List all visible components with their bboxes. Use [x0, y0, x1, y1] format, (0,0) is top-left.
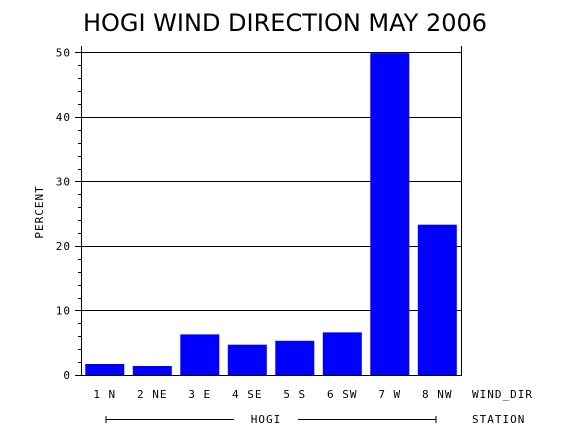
x-tick-label-1: 1 N: [93, 388, 116, 401]
bar-1: [85, 364, 125, 375]
bar-3: [180, 334, 220, 375]
y-tick-label-0: 0: [63, 369, 71, 382]
station-bracket: HOGI: [105, 413, 437, 426]
y-tick-label-3: 30: [56, 175, 71, 188]
x-tick-label-3: 3 E: [188, 388, 211, 401]
y-axis-label: PERCENT: [33, 185, 46, 238]
x-tick-label-7: 7 W: [378, 388, 401, 401]
axes: [75, 46, 462, 376]
bar-4: [227, 344, 267, 375]
y-tick-label-2: 20: [56, 240, 71, 253]
chart-title: HOGI WIND DIRECTION MAY 2006: [83, 9, 487, 37]
x-tick-label-4: 4 SE: [232, 388, 263, 401]
x-tick-label-6: 6 SW: [327, 388, 358, 401]
x-tick-label-8: 8 NW: [422, 388, 453, 401]
y-tick-label-1: 10: [56, 304, 71, 317]
x-tick-label-2: 2 NE: [137, 388, 168, 401]
bars: [85, 53, 457, 375]
x-tick-label-5: 5 S: [283, 388, 306, 401]
x-axis-label: WIND_DIR: [472, 388, 533, 401]
bar-6: [322, 332, 362, 375]
bar-2: [132, 366, 172, 375]
bar-7: [370, 53, 410, 375]
station-group-label: HOGI: [251, 413, 282, 426]
station-axis-label: STATION: [472, 413, 525, 426]
bar-8: [417, 224, 457, 375]
tick-labels: 0 10 20 30 40 50 1 N 2 NE 3 E 4 SE 5 S 6 SW 7 W 8 NW: [56, 46, 453, 401]
y-tick-label-5: 50: [56, 46, 71, 59]
bar-5: [275, 340, 315, 375]
y-tick-label-4: 40: [56, 111, 71, 124]
